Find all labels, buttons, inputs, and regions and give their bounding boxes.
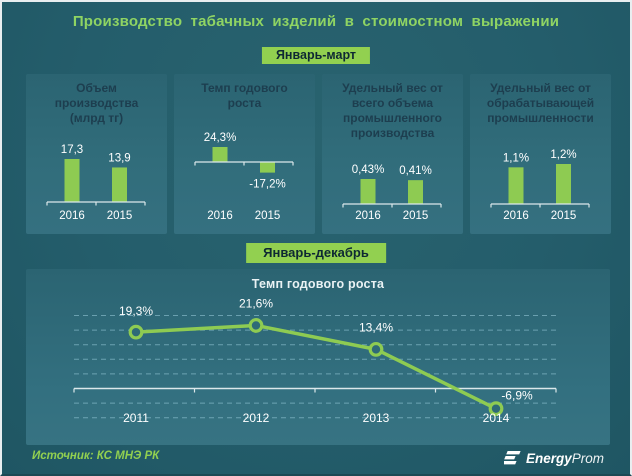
point-value-label: 13,4% [359,320,393,334]
panel-title: Объем производства (млрд тг) [28,81,165,126]
category-label: 2016 [503,210,529,222]
logo-text-light: Prom [571,450,604,466]
panel-title-line: Темп годового [201,81,288,95]
data-line [134,323,498,411]
energyprom-logo: EnergyProm [503,449,604,467]
logo-text-bold: Energy [525,450,572,466]
year-label: 2013 [363,411,390,425]
panel-title: Удельный вес от обрабатывающей промышлен… [472,81,609,126]
panel-growth-rate: Темп годового роста 24,3% 2016 -17,2% 2015 [174,74,315,234]
bar-value-label: 24,3% [204,132,237,144]
bar [556,164,571,204]
panel-title-line: производства [350,126,435,140]
category-label: 2015 [107,210,133,222]
panel-share-industrial: Удельный вес от всего объема промышленно… [322,74,463,234]
point-value-label: 19,3% [119,304,153,318]
bar-value-label: 17,3 [61,144,83,156]
panel-title-line: Удельный вес от [342,81,443,95]
panel-title-line: роста [227,96,262,110]
panel-title-line: всего объема [351,96,434,110]
panel-title: Темп годового роста [176,81,313,111]
year-label: 2012 [243,411,270,425]
panel-title: Удельный вес от всего объема промышленно… [324,81,461,141]
bar [508,167,524,204]
bar [64,159,80,202]
panel-title-line: промышленности [487,111,594,125]
panel-title-line: производства [54,96,139,110]
line-chart-annual-growth: 19,3% 2011 21,6% 2012 13,4% 2013 -6,9% 2014 [73,296,557,425]
panel-title-line: промышленного [342,111,442,125]
data-point [368,341,384,357]
bar [408,180,423,204]
bar-value-label: 0,43% [352,164,385,176]
bar-chart-share-industrial: 0,43% 2016 0,41% 2015 [342,164,442,222]
bar-chart-share-manufacturing: 1,1% 2016 1,2% 2015 [490,149,590,222]
data-point [128,324,144,340]
category-label: 2015 [403,210,429,222]
period-badge-jan-mar: Январь-март [261,47,371,64]
period-badge-jan-dec: Январь-декабрь [246,243,386,263]
category-label: 2015 [255,210,281,222]
data-point [488,401,504,417]
category-label: 2016 [207,210,233,222]
category-label: 2016 [355,210,381,222]
bar [212,147,228,162]
point-value-label: 21,6% [239,296,273,310]
energyprom-logo-text: EnergyProm [526,451,604,466]
bar-chart-growth-rate: 24,3% 2016 -17,2% 2015 [194,132,294,222]
bar-chart-production-volume: 17,3 2016 13,9 2015 [46,144,146,222]
panel-annual-growth: Темп годового роста 19,3% 2011 21,6% 2012 13… [26,269,610,445]
page-title: Производство табачных изделий в стоимост… [72,13,560,30]
bar-value-label: 13,9 [108,152,130,164]
bar [112,167,127,202]
data-point [248,318,264,333]
bar [360,179,376,204]
category-label: 2015 [551,210,577,222]
bar [260,162,275,173]
point-value-label: -6,9% [501,389,533,403]
panel-title-line: Удельный вес от [490,81,591,95]
panel-production-volume: Объем производства (млрд тг) 17,3 2016 13,… [26,74,167,234]
bar-value-label: 1,1% [503,152,529,164]
panel-title-line: Объем [76,81,117,95]
panel-title-line: обрабатывающей [486,96,595,110]
year-label: 2011 [123,411,149,425]
category-label: 2016 [59,210,85,222]
energyprom-logo-icon [503,451,521,465]
bar-value-label: 1,2% [550,149,576,161]
bar-value-label: 0,41% [399,165,432,177]
panel-share-manufacturing: Удельный вес от обрабатывающей промышлен… [470,74,611,234]
line-chart-title: Темп годового роста [251,277,385,291]
bar-value-label: -17,2% [249,179,285,191]
year-label: 2014 [483,411,510,425]
panel-title-line: (млрд тг) [69,111,124,125]
source-note: Источник: КС МНЭ РК [32,450,160,462]
